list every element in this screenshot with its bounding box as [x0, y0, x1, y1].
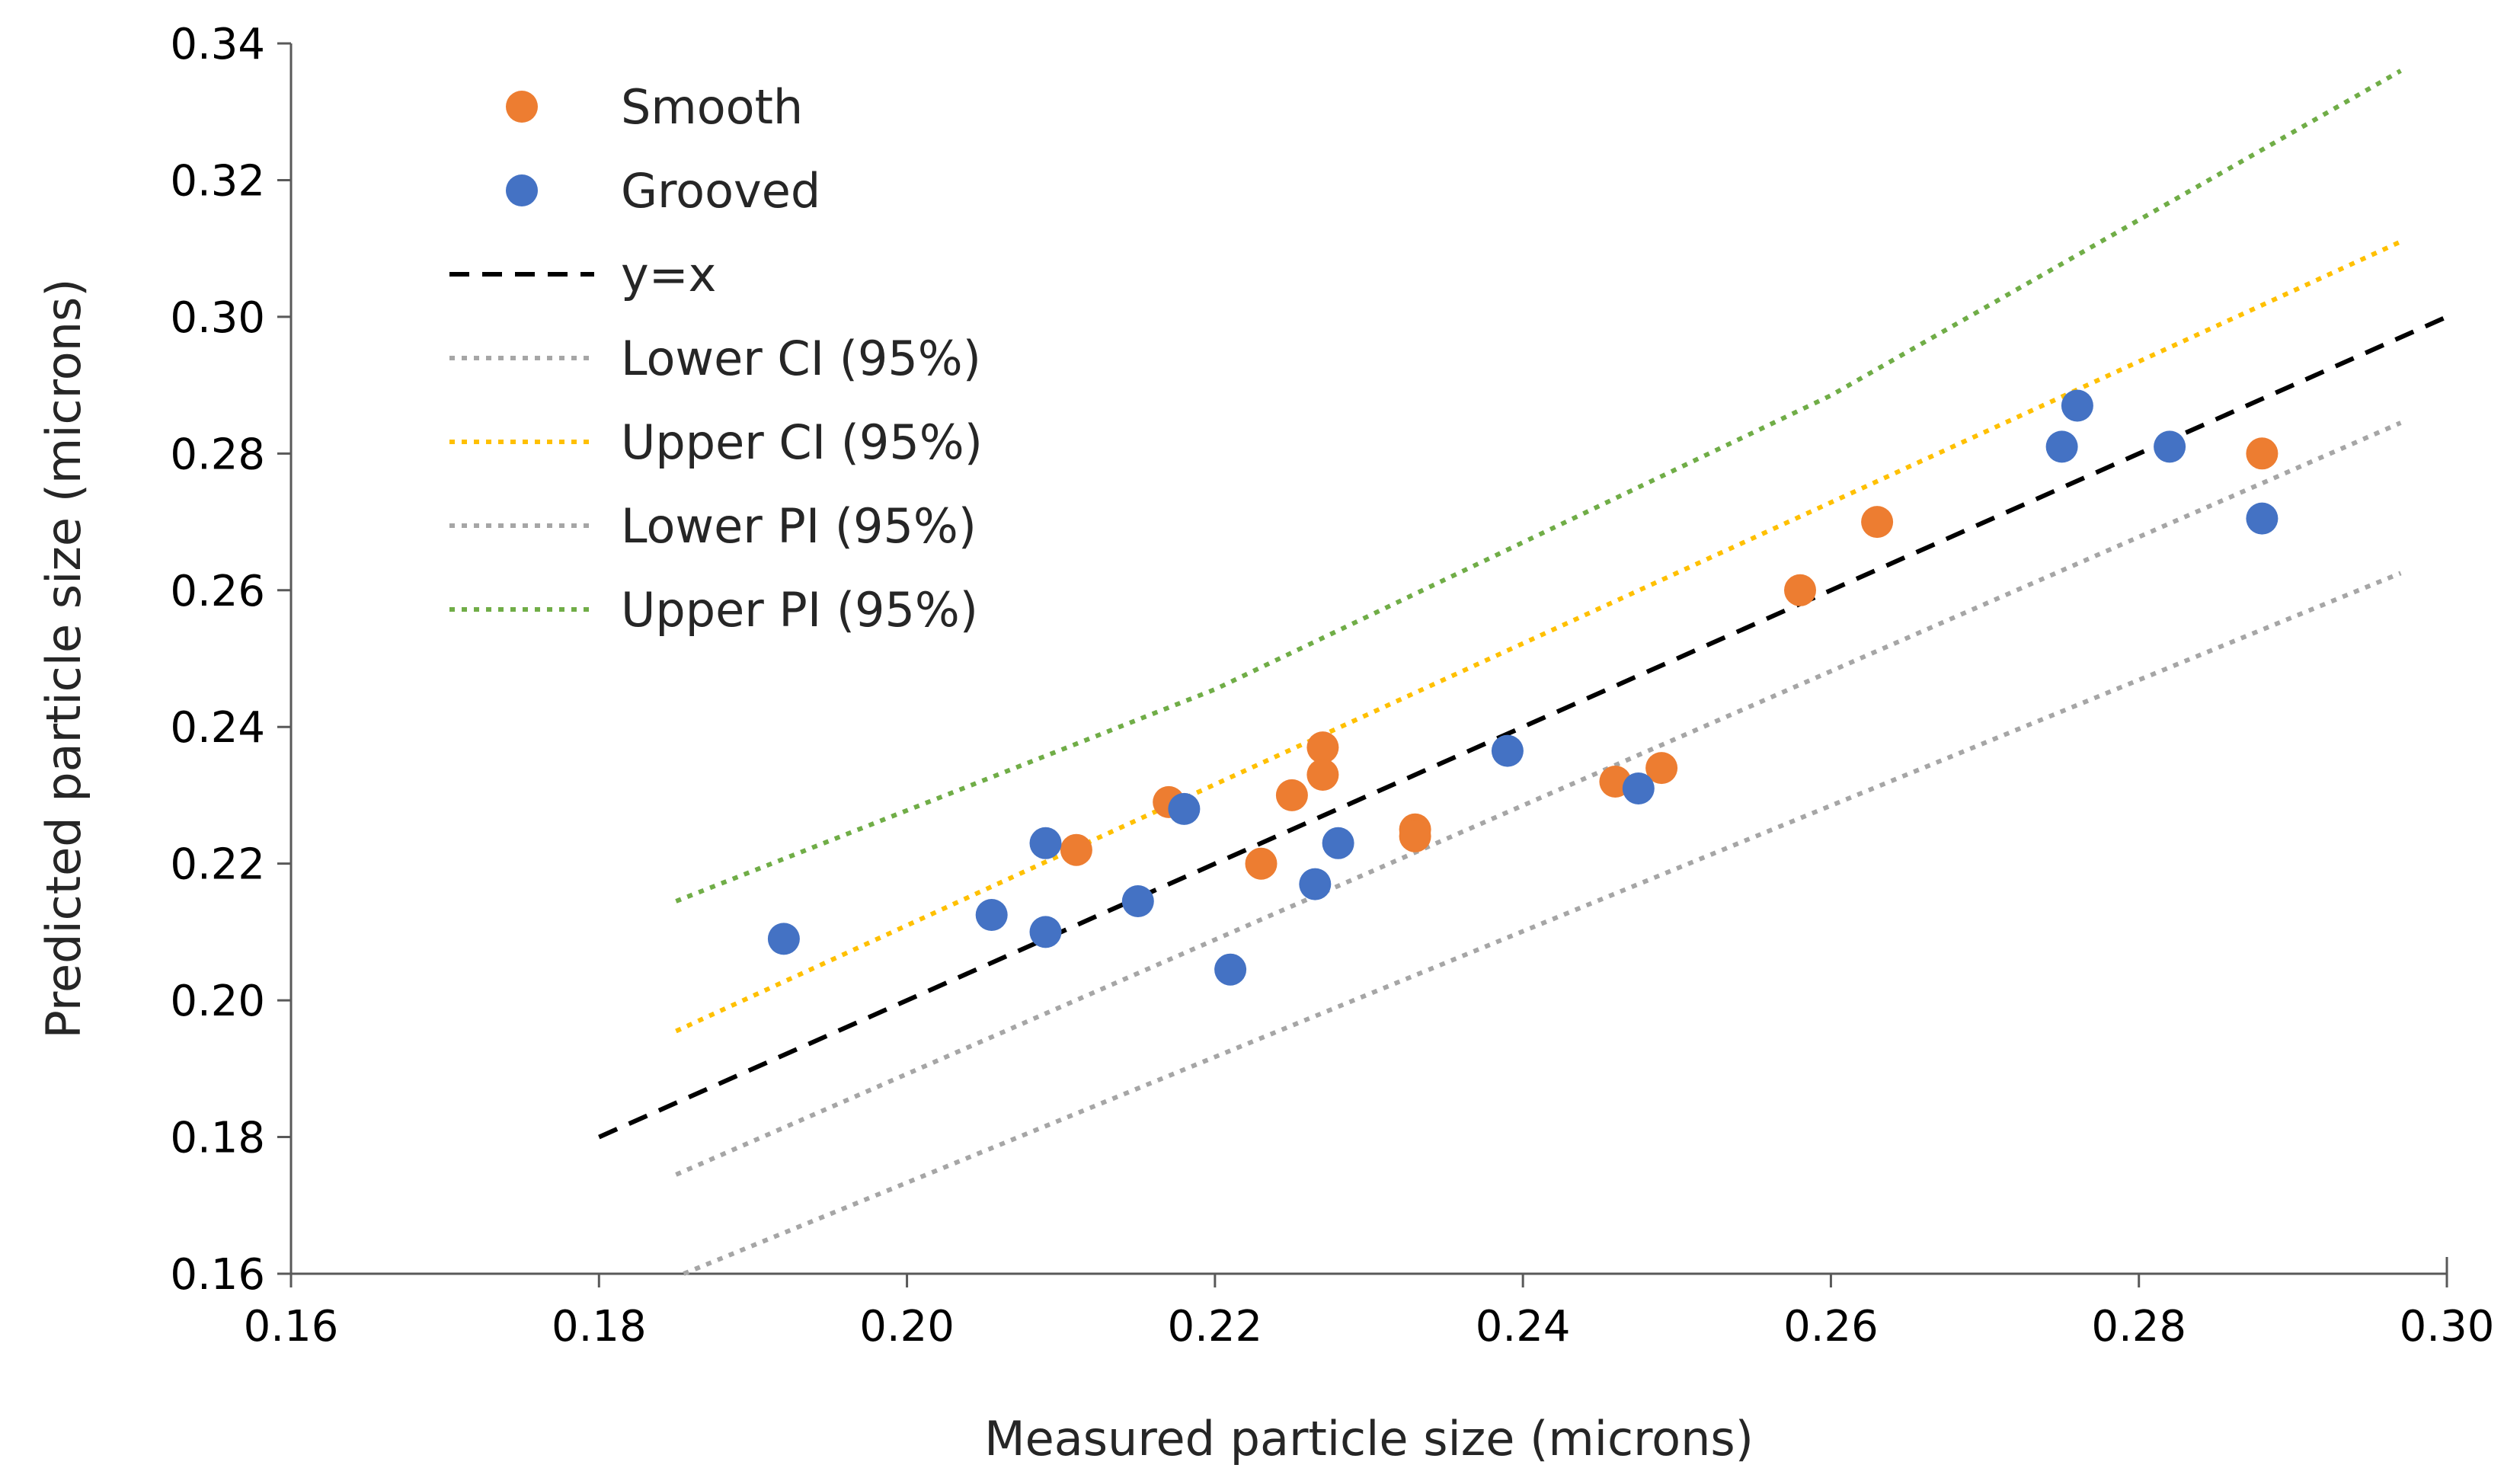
x-tick-label: 0.28 [2091, 1302, 2186, 1351]
legend-item-smooth: Smooth [506, 79, 803, 135]
legend-label: y=x [621, 247, 716, 302]
legend: Smooth Grooved y=x Lower CI (95%) Upper CI (… [449, 79, 983, 638]
x-tick-label: 0.30 [2400, 1302, 2495, 1351]
point-grooved [975, 899, 1008, 931]
x-tick-label: 0.26 [1783, 1302, 1879, 1351]
y-tick-label: 0.18 [170, 1114, 265, 1163]
point-grooved [1622, 772, 1655, 804]
legend-item-lower-pi-95: Lower PI (95%) [449, 498, 977, 554]
point-smooth [1275, 779, 1308, 811]
y-tick-label: 0.34 [170, 20, 265, 69]
x-tick-label: 0.24 [1476, 1302, 1571, 1351]
y-tick-label: 0.20 [170, 977, 265, 1026]
point-smooth [1306, 731, 1339, 764]
reference-lines [598, 69, 2448, 1276]
point-smooth [1060, 833, 1092, 866]
x-tick-label: 0.18 [552, 1302, 647, 1351]
legend-marker-smooth [506, 91, 538, 123]
legend-label: Lower CI (95%) [621, 331, 981, 386]
y-tick-label: 0.22 [170, 840, 265, 890]
point-grooved [1029, 827, 1062, 859]
point-smooth [1306, 759, 1339, 791]
x-tick-label: 0.20 [859, 1302, 955, 1351]
x-ticks: 0.16 0.18 0.20 0.22 0.24 0.26 0.28 0.30 [244, 1274, 2495, 1351]
legend-item-y-x: y=x [449, 247, 716, 302]
y-ticks: 0.16 0.18 0.20 0.22 0.24 0.26 0.28 0.30 0.32 0.34 [170, 20, 291, 1300]
point-grooved [1491, 734, 1524, 767]
point-grooved [1168, 792, 1201, 825]
legend-label: Smooth [621, 79, 803, 135]
point-grooved [2154, 430, 2186, 463]
y-tick-label: 0.24 [170, 703, 265, 753]
point-grooved [1121, 885, 1154, 917]
point-smooth [1861, 506, 1894, 539]
point-grooved [1029, 916, 1062, 948]
series-line-lower-pi-95 [683, 571, 2402, 1276]
point-grooved [1214, 953, 1247, 986]
data-points [767, 389, 2279, 986]
point-smooth [2246, 437, 2279, 470]
axes [289, 43, 2448, 1275]
legend-label: Upper CI (95%) [621, 414, 983, 470]
point-grooved [2246, 502, 2279, 535]
legend-item-upper-ci-95: Upper CI (95%) [449, 414, 983, 470]
point-smooth [1645, 752, 1678, 785]
y-tick-label: 0.16 [170, 1250, 265, 1300]
legend-label: Lower PI (95%) [621, 498, 977, 554]
y-axis-title: Predicted particle size (microns) [36, 279, 91, 1039]
x-tick-label: 0.16 [244, 1302, 339, 1351]
series-line-y-x [598, 315, 2448, 1140]
point-smooth [1399, 820, 1431, 852]
point-grooved [1299, 868, 1332, 900]
point-grooved [1322, 827, 1354, 859]
legend-marker-grooved [506, 174, 538, 206]
y-tick-label: 0.26 [170, 567, 265, 616]
legend-label: Grooved [621, 163, 820, 219]
point-grooved [2061, 389, 2093, 422]
legend-item-grooved: Grooved [506, 163, 820, 219]
y-tick-label: 0.32 [170, 156, 265, 206]
point-grooved [2045, 430, 2078, 463]
x-axis-title: Measured particle size (microns) [984, 1411, 1754, 1466]
series-line-lower-ci-95 [675, 421, 2402, 1177]
legend-item-upper-pi-95: Upper PI (95%) [449, 582, 978, 638]
point-smooth [1784, 574, 1816, 606]
point-grooved [767, 923, 800, 955]
point-smooth [1245, 847, 1278, 880]
y-tick-label: 0.30 [170, 293, 265, 343]
y-tick-label: 0.28 [170, 430, 265, 479]
x-tick-label: 0.22 [1168, 1302, 1263, 1351]
legend-label: Upper PI (95%) [621, 582, 978, 638]
legend-item-lower-ci-95: Lower CI (95%) [449, 331, 981, 386]
series-line-upper-pi-95 [675, 69, 2402, 904]
